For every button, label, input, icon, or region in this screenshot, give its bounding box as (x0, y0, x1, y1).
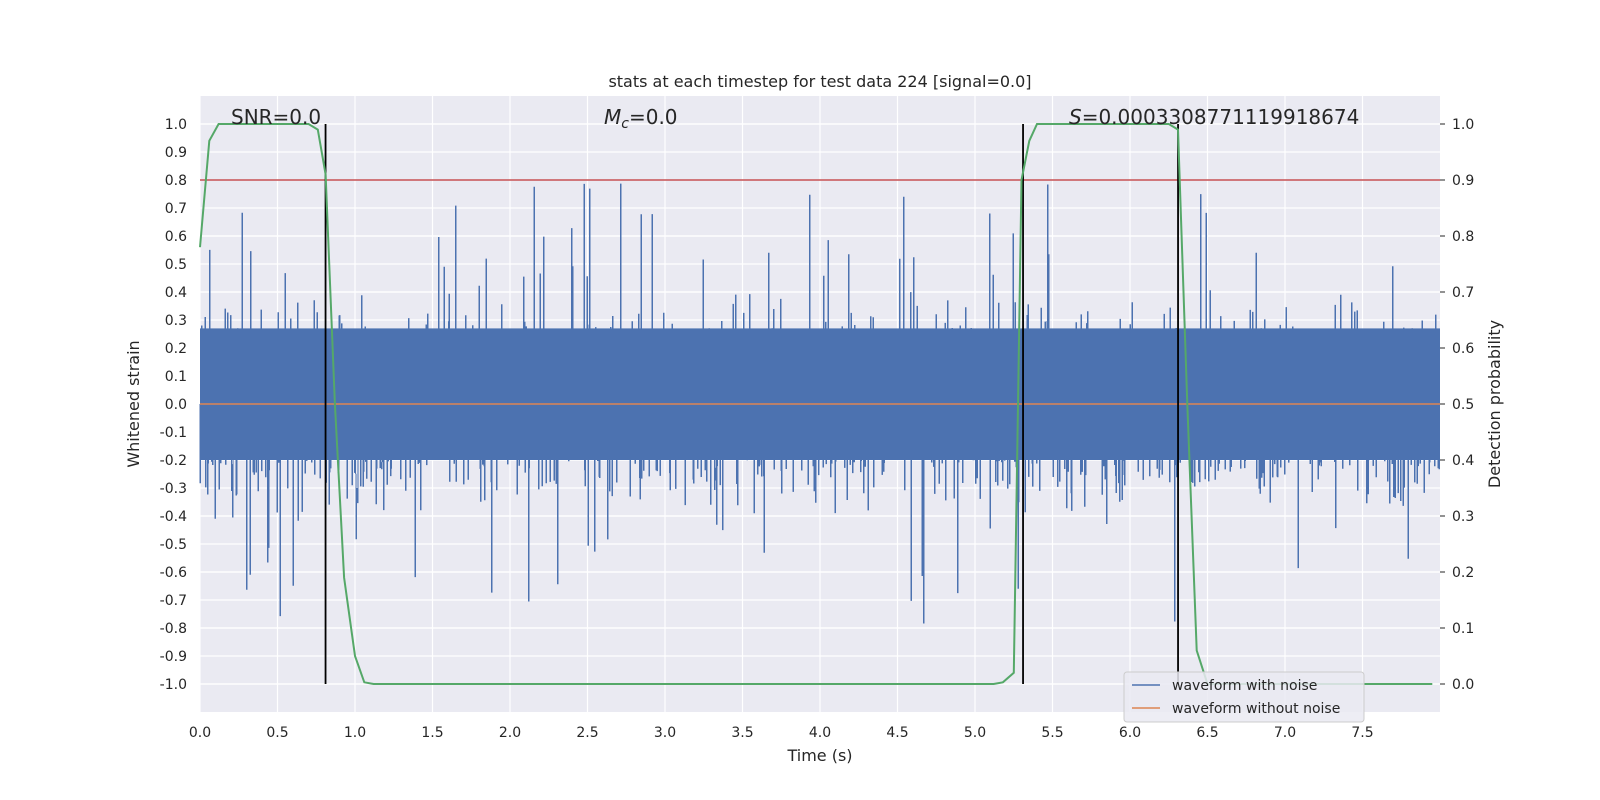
detection-probability-line (199, 123, 1433, 685)
x-tick-label: 0.5 (266, 725, 288, 741)
x-tick-label: 5.5 (1041, 725, 1063, 741)
legend-label-noise: waveform with noise (1172, 678, 1317, 694)
x-tick-label: 4.0 (809, 725, 831, 741)
y-tick-label: 0.7 (165, 201, 187, 217)
y2-tick-label: 0.1 (1452, 621, 1474, 637)
y-tick-label: 0.2 (165, 341, 187, 357)
x-tick-label: 0.0 (189, 725, 211, 741)
chart-title: stats at each timestep for test data 224… (608, 72, 1031, 91)
y2-tick-label: 0.2 (1452, 565, 1474, 581)
y-tick-label: 0.5 (165, 257, 187, 273)
y-tick-label: -0.3 (160, 481, 187, 497)
y-tick-label: 0.3 (165, 313, 187, 329)
marks-layer (199, 123, 1440, 685)
y2-tick-label: 0.0 (1452, 677, 1474, 693)
y2-tick-label: 0.3 (1452, 509, 1474, 525)
y-axis-right: 1.0 0.9 0.8 0.7 0.6 0.5 0.4 0.3 0.2 0.1 0.0 (1440, 117, 1474, 693)
x-tick-label: 7.0 (1274, 725, 1296, 741)
legend-label-clean: waveform without noise (1172, 701, 1340, 717)
y-tick-label: -0.2 (160, 453, 187, 469)
s-annotation: S=0.0003308771119918674 (1069, 105, 1359, 129)
y-tick-label: 0.4 (165, 285, 187, 301)
y2-axis-label: Detection probability (1485, 320, 1504, 488)
x-axis: 0.0 0.5 1.0 1.5 2.0 2.5 3.0 3.5 4.0 4.5 5.0 5.5 6.0 6… (189, 725, 1374, 741)
y-tick-label: 0.6 (165, 229, 187, 245)
noise-series (199, 183, 1440, 624)
y-tick-label: -0.5 (160, 537, 187, 553)
y2-tick-label: 0.9 (1452, 173, 1474, 189)
y2-tick-label: 0.6 (1452, 341, 1474, 357)
x-tick-label: 1.0 (344, 725, 366, 741)
x-tick-label: 6.0 (1119, 725, 1141, 741)
x-tick-label: 3.5 (731, 725, 753, 741)
y-axis-label: Whitened strain (124, 340, 143, 467)
y-tick-label: -0.4 (160, 509, 187, 525)
legend: waveform with noise waveform without noi… (1123, 671, 1365, 723)
y-tick-label: -0.8 (160, 621, 187, 637)
snr-annotation: SNR=0.0 (231, 105, 321, 129)
y-tick-label: 0.8 (165, 173, 187, 189)
y-tick-label: -0.6 (160, 565, 187, 581)
y2-tick-label: 0.4 (1452, 453, 1474, 469)
y2-tick-label: 0.5 (1452, 397, 1474, 413)
y-axis-left: 1.0 0.9 0.8 0.7 0.6 0.5 0.4 0.3 0.2 0.1 0.0 -0.1 -0.… (160, 117, 187, 693)
x-tick-label: 4.5 (886, 725, 908, 741)
x-tick-label: 5.0 (964, 725, 986, 741)
y-tick-label: 0.0 (165, 397, 187, 413)
y-tick-label: 1.0 (165, 117, 187, 133)
x-tick-label: 2.0 (499, 725, 521, 741)
y-tick-label: -0.1 (160, 425, 187, 441)
x-tick-label: 7.5 (1351, 725, 1373, 741)
y2-tick-label: 1.0 (1452, 117, 1474, 133)
y-tick-label: 0.1 (165, 369, 187, 385)
y-tick-label: -1.0 (160, 677, 187, 693)
x-tick-label: 2.5 (576, 725, 598, 741)
x-tick-label: 1.5 (421, 725, 443, 741)
y-tick-label: -0.9 (160, 649, 187, 665)
x-tick-label: 6.5 (1196, 725, 1218, 741)
x-tick-label: 3.0 (654, 725, 676, 741)
y2-tick-label: 0.7 (1452, 285, 1474, 301)
y-tick-label: 0.9 (165, 145, 187, 161)
legend-box (1123, 671, 1365, 723)
y2-tick-label: 0.8 (1452, 229, 1474, 245)
y-tick-label: -0.7 (160, 593, 187, 609)
x-axis-label: Time (s) (786, 746, 852, 765)
noise-core-band (200, 328, 1440, 460)
chirp-mass-annotation: Mc=0.0 (604, 105, 678, 132)
